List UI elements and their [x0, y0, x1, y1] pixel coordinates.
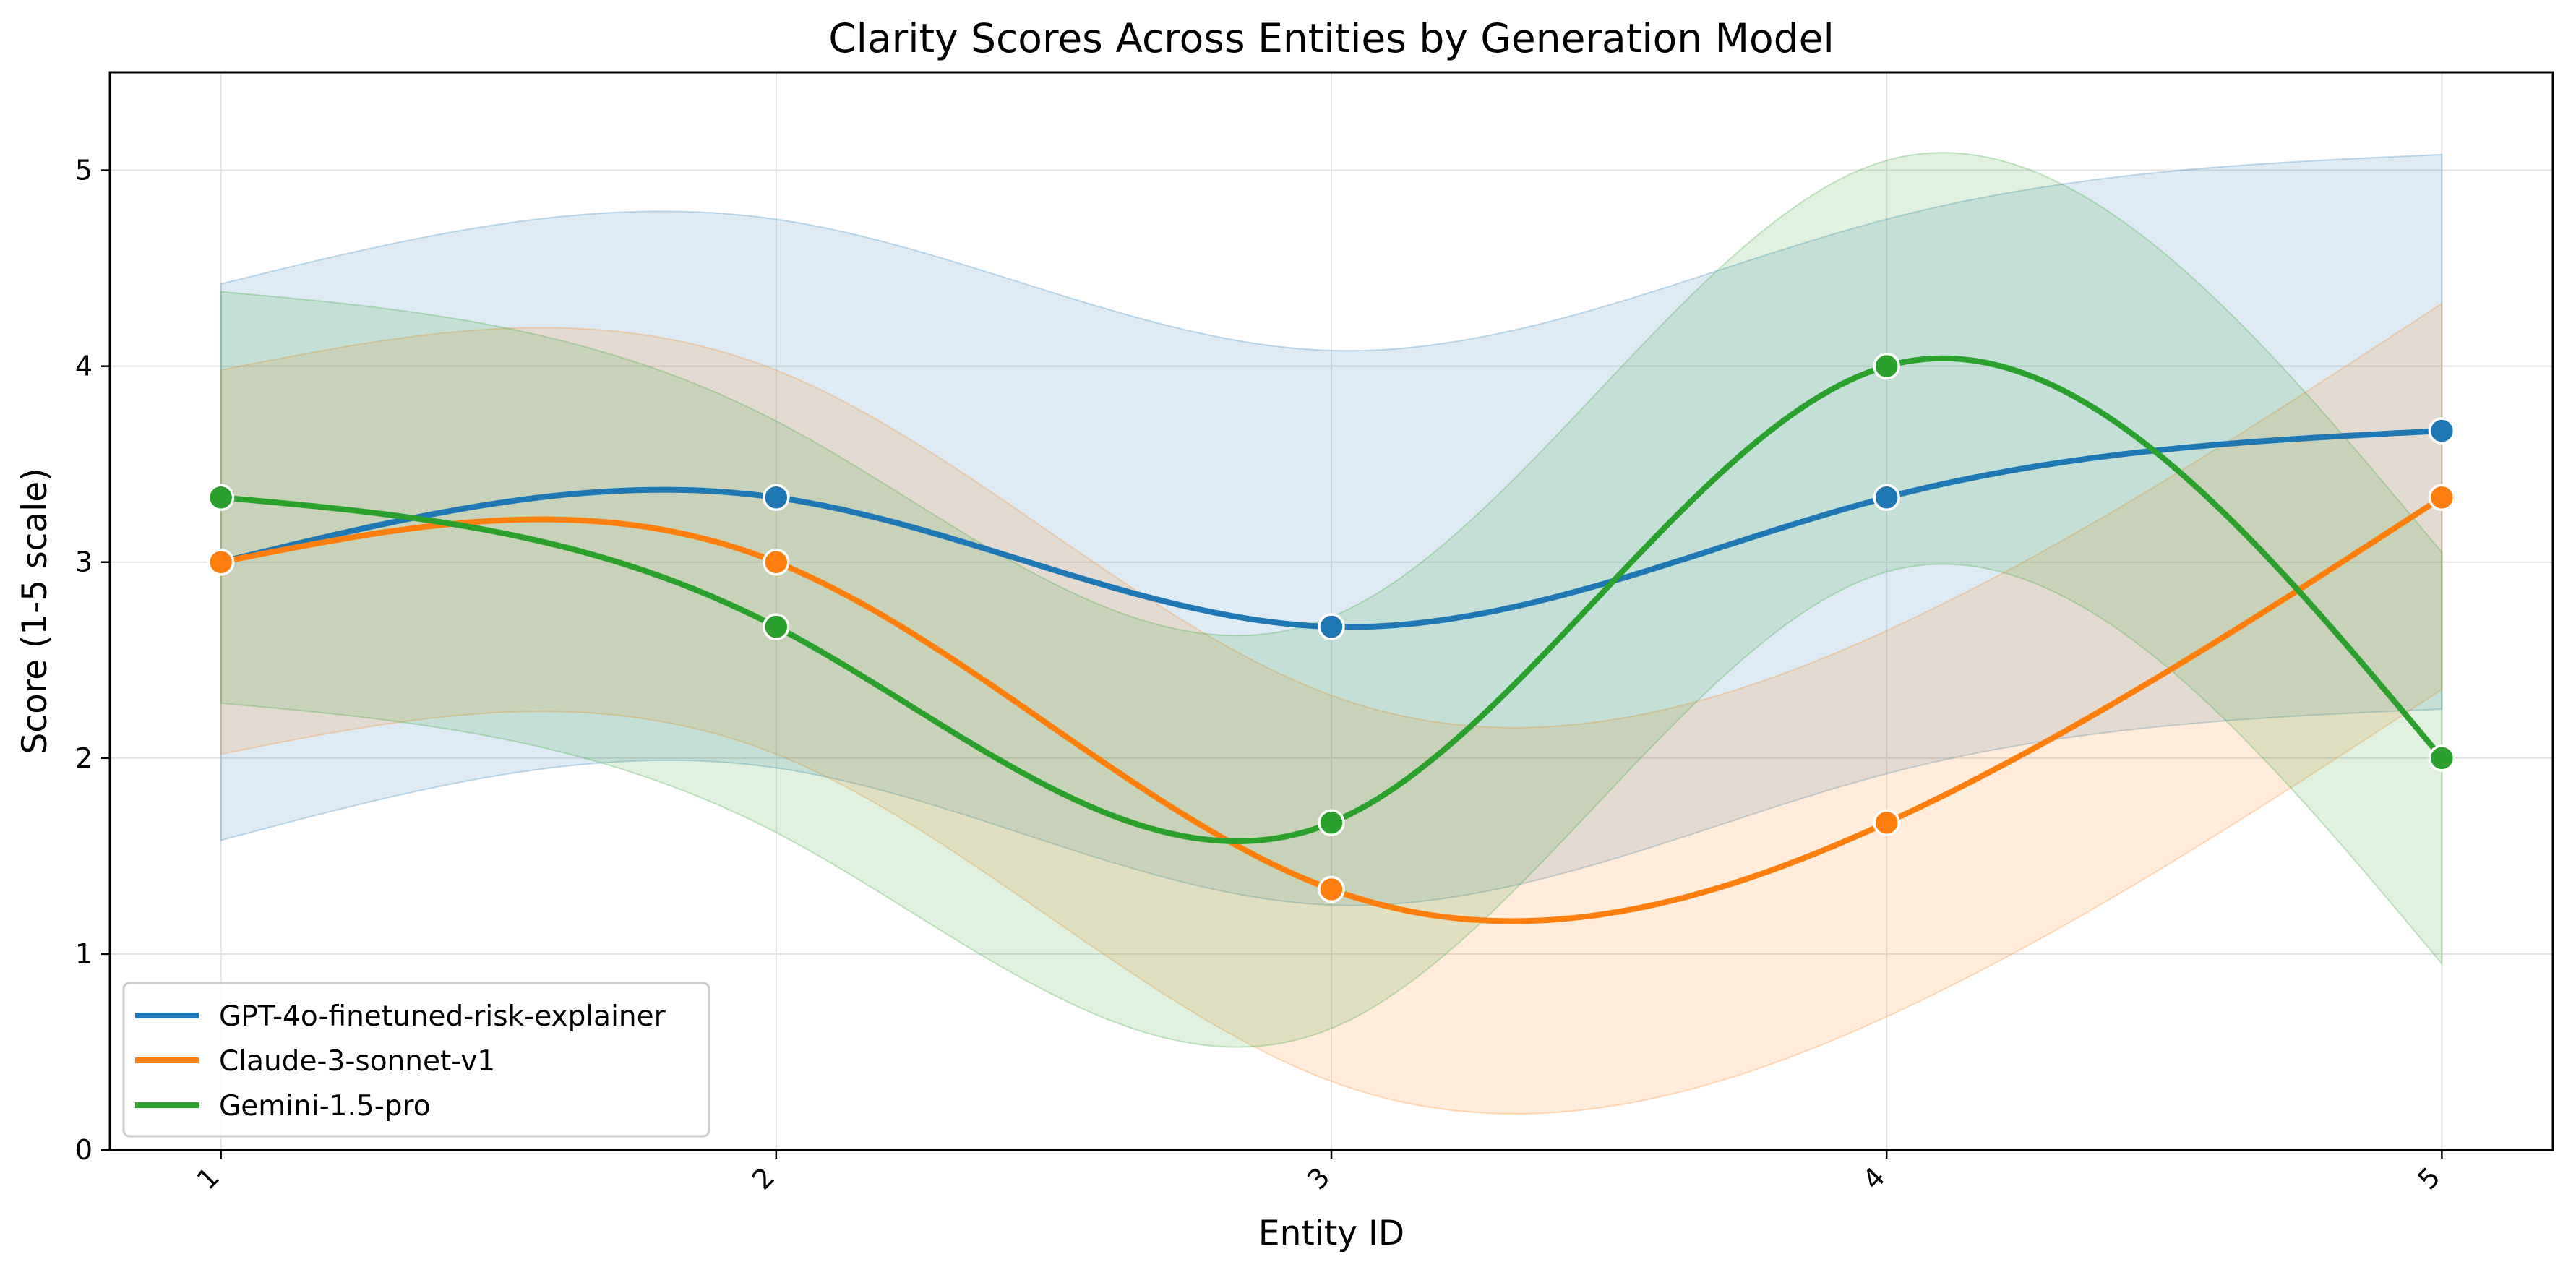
y-tick-label: 2 — [75, 742, 93, 774]
x-tick-label: 5 — [2412, 1161, 2447, 1195]
grid-layer — [110, 72, 2553, 1151]
confidence-band-0 — [220, 153, 2443, 906]
data-point — [1318, 875, 1345, 903]
data-point — [763, 548, 790, 576]
data-point — [1873, 484, 1900, 512]
data-point — [1873, 352, 1900, 380]
data-point — [207, 484, 235, 512]
y-tick-label: 3 — [75, 546, 93, 578]
legend-label: Claude-3-sonnet-v1 — [219, 1045, 495, 1078]
data-point — [2428, 417, 2456, 445]
y-tick-label: 4 — [75, 351, 93, 382]
x-axis-label: Entity ID — [1258, 1214, 1404, 1253]
y-tick-label: 1 — [75, 938, 93, 970]
y-tick-label: 0 — [75, 1134, 93, 1166]
data-point — [1318, 809, 1345, 837]
legend-label: Gemini-1.5-pro — [219, 1090, 431, 1122]
data-point — [1873, 809, 1900, 837]
x-tick-label: 2 — [746, 1161, 781, 1195]
legend-item: GPT-4o-finetuned-risk-explainer — [135, 1000, 666, 1033]
y-tick-label: 5 — [75, 155, 93, 186]
data-point — [207, 548, 235, 576]
data-point — [763, 484, 790, 512]
data-point — [2428, 484, 2456, 512]
legend-label: GPT-4o-finetuned-risk-explainer — [219, 1000, 666, 1033]
x-tick-label: 3 — [1301, 1161, 1336, 1195]
legend-item: Gemini-1.5-pro — [135, 1090, 431, 1122]
legend-box — [122, 982, 710, 1138]
y-axis-label: Score (1-5 scale) — [15, 468, 55, 754]
x-tick-label: 4 — [1856, 1161, 1891, 1195]
chart-title: Clarity Scores Across Entities by Genera… — [828, 15, 1834, 61]
x-tick-label: 1 — [191, 1161, 226, 1195]
data-point — [763, 613, 790, 640]
legend: GPT-4o-finetuned-risk-explainer Claude-3-… — [122, 982, 710, 1138]
legend-item: Claude-3-sonnet-v1 — [135, 1045, 495, 1078]
data-point — [1318, 613, 1345, 640]
data-point — [2428, 744, 2456, 772]
series-markers — [207, 352, 2456, 903]
